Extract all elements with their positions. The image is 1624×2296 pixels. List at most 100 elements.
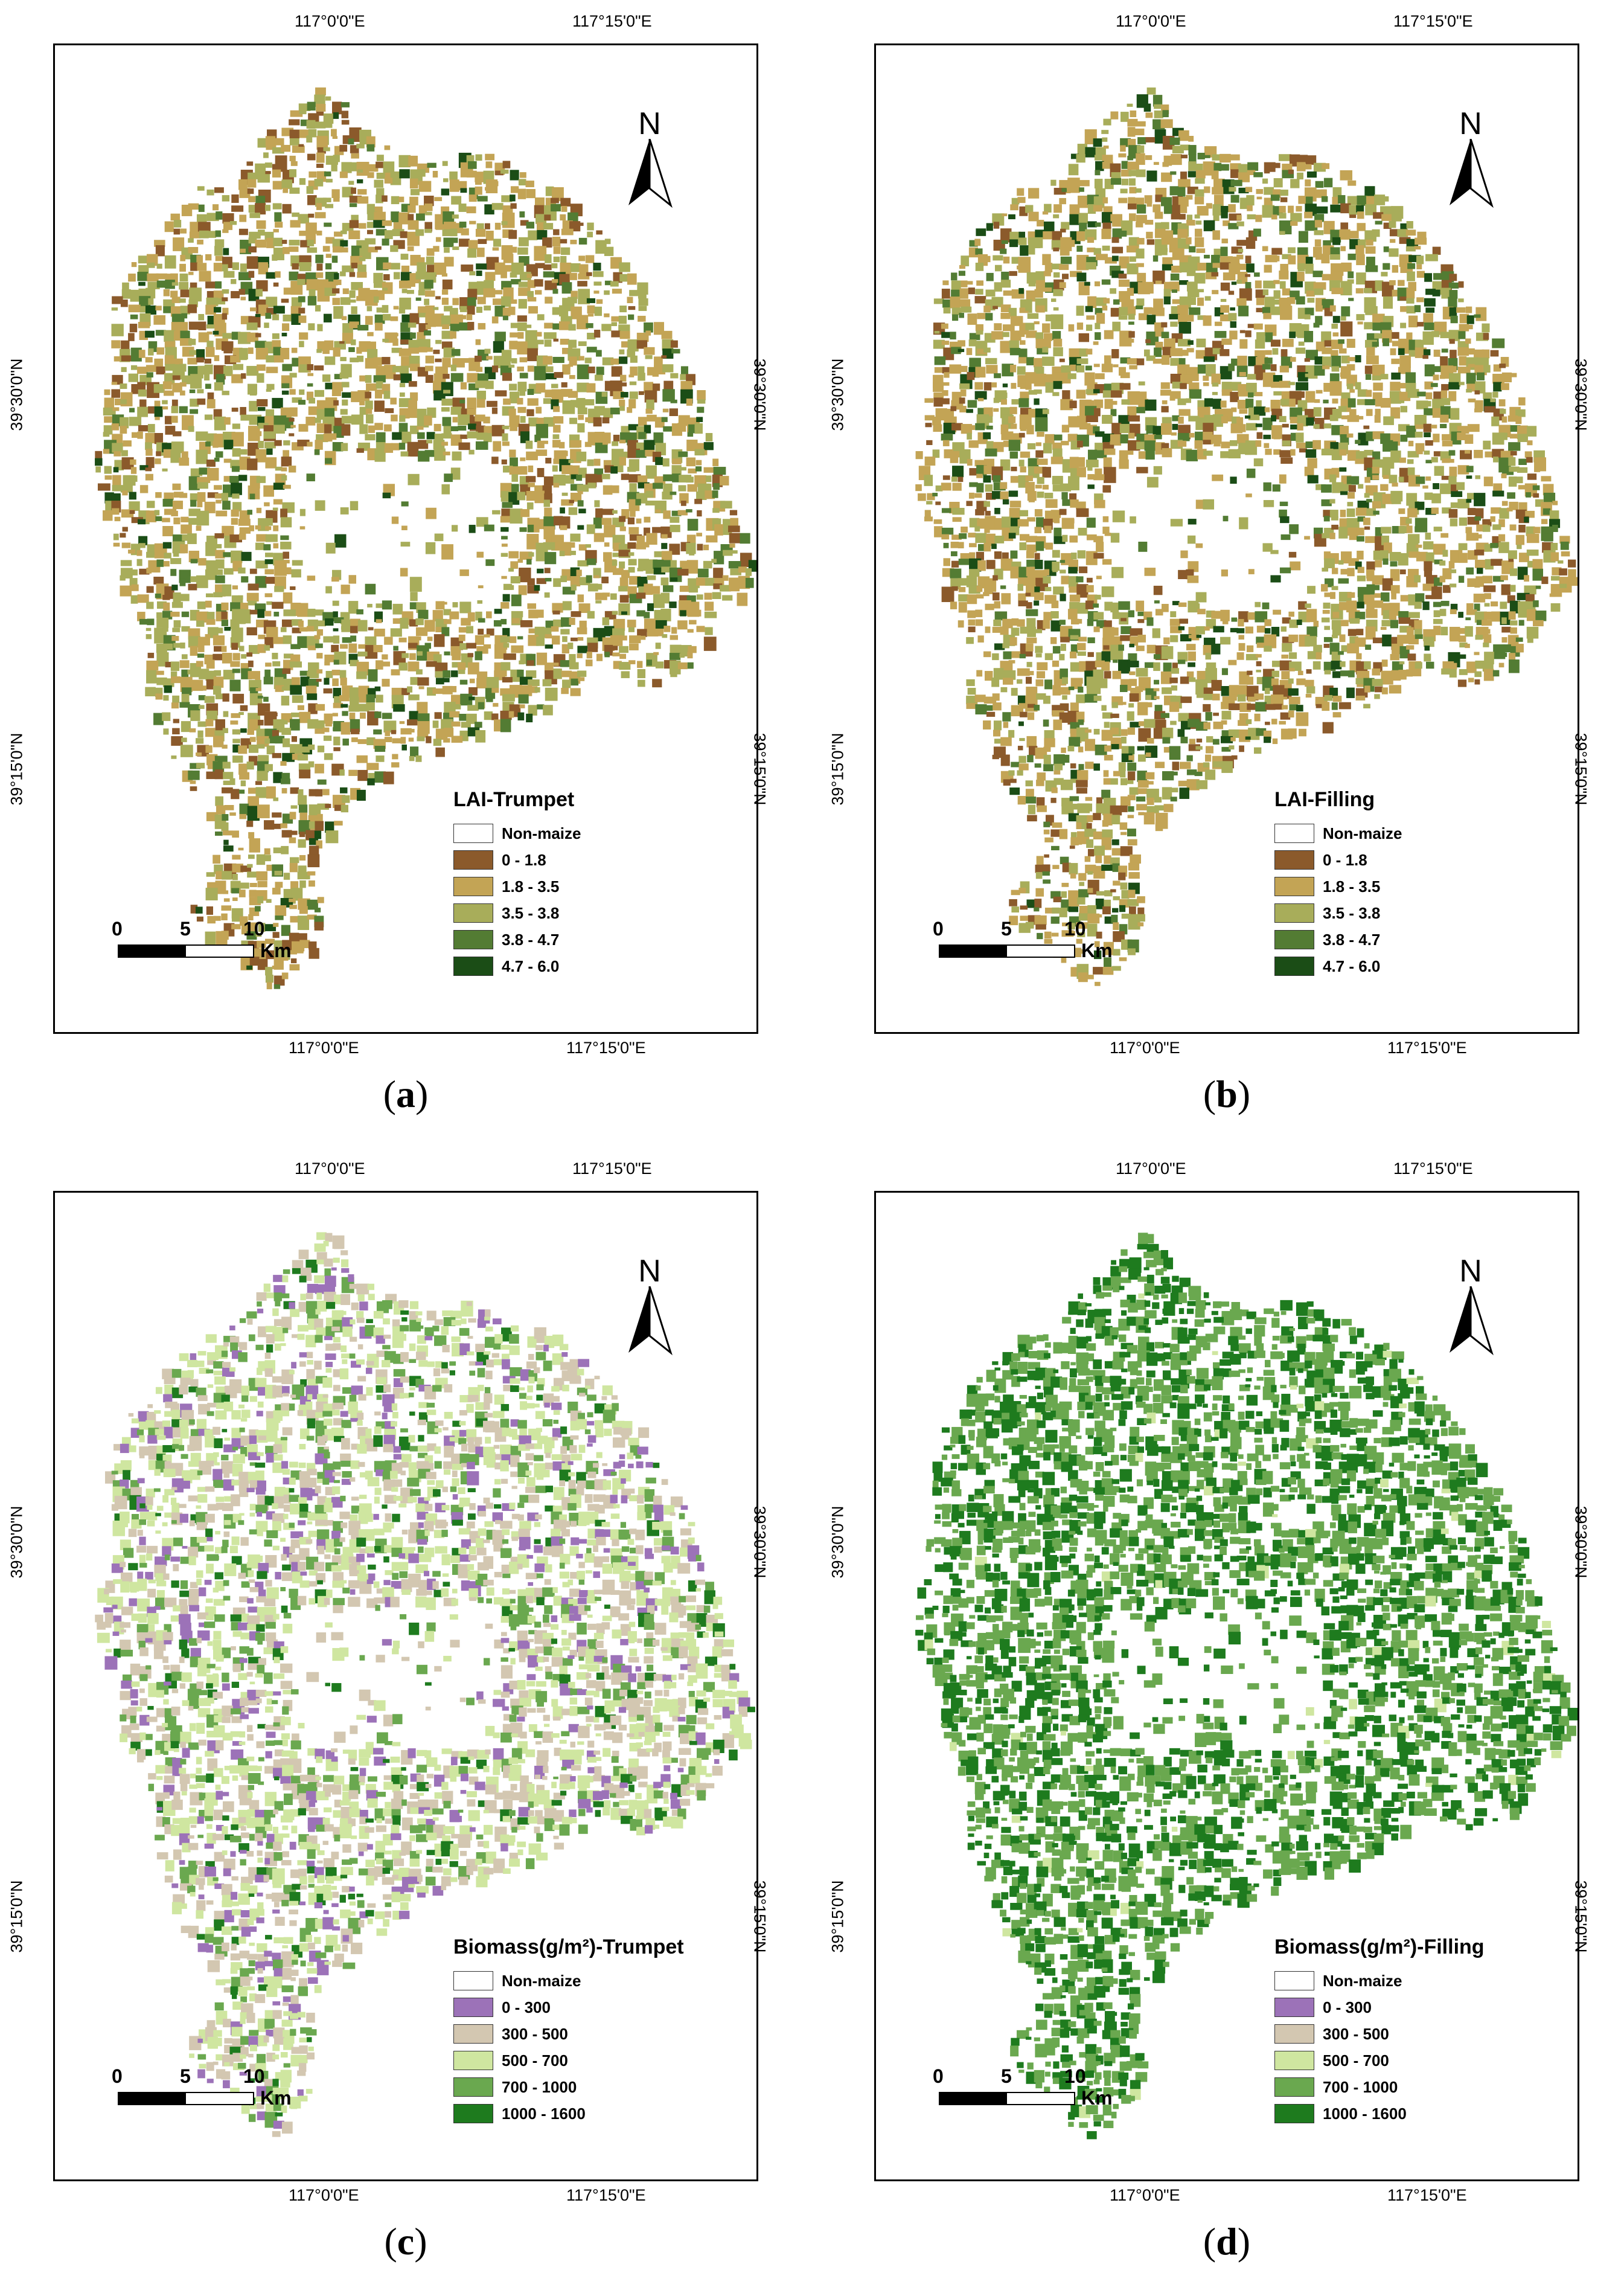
maize-pixel <box>1152 426 1162 437</box>
maize-pixel <box>1499 508 1509 519</box>
maize-pixel <box>1077 440 1083 447</box>
maize-pixel <box>1290 424 1299 430</box>
maize-pixel <box>180 289 192 298</box>
maize-pixel <box>1051 240 1062 250</box>
maize-pixel <box>198 321 206 330</box>
maize-pixel <box>246 821 254 827</box>
maize-pixel <box>686 542 696 554</box>
maize-pixel <box>645 408 653 414</box>
maize-pixel <box>1178 314 1188 324</box>
maize-pixel <box>231 713 241 718</box>
maize-pixel <box>246 161 254 166</box>
maize-pixel <box>528 483 535 487</box>
maize-pixel <box>1077 457 1085 467</box>
maize-pixel <box>552 603 563 613</box>
maize-pixel <box>275 736 285 744</box>
maize-pixel <box>139 618 151 625</box>
maize-pixel <box>638 306 647 311</box>
maize-pixel <box>213 855 220 864</box>
maize-pixel <box>205 254 212 261</box>
maize-pixel <box>1238 248 1244 253</box>
maize-pixel <box>292 263 299 270</box>
maize-pixel <box>224 804 234 810</box>
maize-pixel <box>1053 434 1063 441</box>
maize-pixel <box>1169 397 1175 401</box>
maize-pixel <box>349 220 359 228</box>
maize-pixel <box>1346 339 1355 348</box>
maize-pixel <box>612 485 619 493</box>
maize-pixel <box>374 629 385 637</box>
maize-pixel <box>951 272 957 281</box>
maize-pixel <box>348 230 360 240</box>
maize-pixel <box>204 414 213 420</box>
maize-pixel <box>348 575 357 584</box>
maize-pixel <box>349 127 362 143</box>
maize-pixel <box>222 333 234 339</box>
maize-pixel <box>189 728 196 733</box>
maize-pixel <box>551 626 559 632</box>
maize-pixel <box>1195 431 1204 441</box>
maize-pixel <box>1101 279 1111 285</box>
maize-pixel <box>258 441 264 449</box>
maize-pixel <box>1270 399 1280 412</box>
maize-pixel <box>426 736 432 743</box>
maize-pixel <box>1346 374 1357 386</box>
maize-pixel <box>392 754 398 760</box>
maize-pixel <box>172 501 184 510</box>
maize-pixel <box>240 705 248 711</box>
maize-pixel <box>1027 517 1035 522</box>
maize-pixel <box>1180 172 1188 180</box>
maize-pixel <box>390 171 401 185</box>
maize-pixel <box>435 358 442 362</box>
maize-pixel <box>433 350 440 354</box>
maize-pixel <box>991 331 1003 340</box>
maize-pixel <box>459 306 467 312</box>
maize-pixel <box>1239 517 1248 530</box>
maize-pixel <box>1356 527 1364 536</box>
maize-pixel <box>164 553 171 559</box>
maize-pixel <box>112 475 121 486</box>
maize-pixel <box>272 147 284 154</box>
maize-pixel <box>1228 364 1235 371</box>
maize-pixel <box>206 906 213 915</box>
maize-pixel <box>206 771 217 780</box>
maize-pixel <box>1136 169 1146 178</box>
maize-pixel <box>359 400 365 406</box>
maize-pixel <box>349 713 356 720</box>
maize-pixel <box>924 516 933 522</box>
maize-pixel <box>367 603 372 608</box>
maize-pixel <box>1247 170 1256 175</box>
maize-pixel <box>1374 415 1381 423</box>
maize-pixel <box>333 280 342 285</box>
maize-pixel <box>1162 417 1172 424</box>
maize-pixel <box>382 357 391 365</box>
maize-pixel <box>442 279 453 290</box>
maize-pixel <box>450 373 464 382</box>
maize-pixel <box>323 433 333 442</box>
maize-pixel <box>264 569 274 575</box>
maize-pixel <box>967 432 972 440</box>
maize-pixel <box>1104 355 1111 365</box>
maize-pixel <box>1355 288 1364 293</box>
maize-pixel <box>492 181 499 187</box>
maize-pixel <box>1357 195 1367 206</box>
maize-pixel <box>993 255 1003 261</box>
maize-pixel <box>670 560 677 568</box>
maize-pixel <box>1399 457 1406 463</box>
maize-pixel <box>393 272 400 280</box>
maize-pixel <box>222 584 232 597</box>
maize-pixel <box>264 441 276 449</box>
maize-pixel <box>1078 213 1089 224</box>
maize-pixel <box>214 307 222 313</box>
maize-pixel <box>418 313 426 318</box>
maize-pixel <box>705 577 715 586</box>
maize-pixel <box>383 771 394 784</box>
maize-pixel <box>1136 298 1145 306</box>
maize-pixel <box>983 465 993 475</box>
maize-pixel <box>281 686 290 691</box>
maize-pixel <box>1321 331 1331 342</box>
maize-pixel <box>325 542 336 554</box>
maize-pixel <box>1229 213 1242 221</box>
maize-pixel <box>925 423 932 428</box>
maize-pixel <box>1347 415 1360 422</box>
